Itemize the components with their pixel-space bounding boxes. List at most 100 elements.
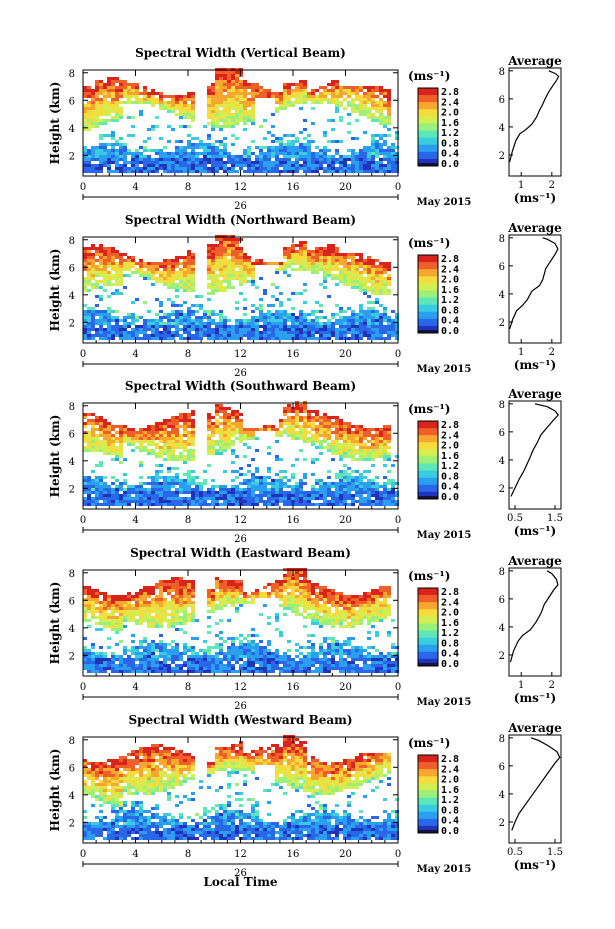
heatmap-cell (123, 664, 127, 667)
heatmap-cell (367, 485, 371, 488)
heatmap-cell (115, 425, 119, 428)
heatmap-cell (287, 95, 291, 98)
heatmap-cell (283, 476, 287, 479)
heatmap-cell (95, 434, 99, 437)
heatmap-cell (379, 283, 383, 286)
heatmap-cell (171, 443, 175, 446)
heatmap-cell (127, 613, 131, 616)
heatmap-cell (379, 274, 383, 277)
heatmap-cell (211, 446, 215, 449)
heatmap-cell (219, 77, 223, 80)
heatmap-cell (351, 328, 355, 331)
heatmap-cell (131, 661, 135, 664)
heatmap-cell (159, 491, 163, 494)
heatmap-cell (275, 298, 279, 301)
heatmap-cell (363, 500, 367, 503)
heatmap-cell (363, 131, 367, 134)
heatmap-cell (115, 262, 119, 265)
heatmap-cell (239, 494, 243, 497)
heatmap-cell (183, 319, 187, 322)
heatmap-cell (83, 586, 87, 589)
average-y-label: 2 (499, 151, 505, 162)
heatmap-cell (147, 262, 151, 265)
heatmap-cell (199, 337, 203, 340)
heatmap-cell (211, 494, 215, 497)
heatmap-cell (387, 274, 391, 277)
heatmap-cell (227, 104, 231, 107)
heatmap-cell (111, 610, 115, 613)
heatmap-cell (127, 428, 131, 431)
heatmap-cell (195, 325, 199, 328)
heatmap-cell (115, 161, 119, 164)
heatmap-cell (107, 613, 111, 616)
heatmap-cell (199, 325, 203, 328)
heatmap-cell (383, 425, 387, 428)
heatmap-cell (119, 268, 123, 271)
heatmap-cell (135, 331, 139, 334)
heatmap-cell (107, 334, 111, 337)
heatmap-cell (243, 110, 247, 113)
heatmap-cell (211, 497, 215, 500)
heatmap-cell (191, 319, 195, 322)
heatmap-cell (295, 83, 299, 86)
heatmap-cell (143, 497, 147, 500)
heatmap-cell (95, 95, 99, 98)
heatmap-cell (115, 98, 119, 101)
heatmap-cell (227, 110, 231, 113)
heatmap-cell (335, 419, 339, 422)
heatmap-cell (87, 167, 91, 170)
heatmap-cell (163, 446, 167, 449)
y-axis-label: Height (km) (48, 415, 62, 498)
heatmap-cell (127, 491, 131, 494)
heatmap-cell (275, 155, 279, 158)
heatmap-cell (119, 452, 123, 455)
x-tick-label: 12 (234, 515, 247, 526)
heatmap-cell (263, 158, 267, 161)
heatmap-cell (95, 331, 99, 334)
heatmap-cell (279, 431, 283, 434)
heatmap-cell (307, 146, 311, 149)
heatmap-cell (271, 152, 275, 155)
heatmap-cell (191, 337, 195, 340)
heatmap-cell (139, 170, 143, 173)
heatmap-cell (119, 158, 123, 161)
heatmap-cell (115, 104, 119, 107)
heatmap-cell (171, 482, 175, 485)
heatmap-cell (279, 500, 283, 503)
heatmap-cell (203, 143, 207, 146)
date-label: 26 (234, 201, 247, 212)
heatmap-cell (171, 259, 175, 262)
heatmap-cell (307, 268, 311, 271)
heatmap-cell (151, 125, 155, 128)
heatmap-cell (223, 122, 227, 125)
heatmap-cell (207, 170, 211, 173)
heatmap-cell (371, 265, 375, 268)
heatmap-cell (111, 274, 115, 277)
heatmap-cell (207, 491, 211, 494)
heatmap-cell (287, 485, 291, 488)
heatmap-cell (159, 155, 163, 158)
heatmap-cell (111, 667, 115, 670)
heatmap-cell (319, 431, 323, 434)
heatmap-cell (135, 95, 139, 98)
heatmap-cell (275, 140, 279, 143)
heatmap-cell (375, 143, 379, 146)
heatmap-cell (355, 334, 359, 337)
heatmap-cell (151, 658, 155, 661)
heatmap-cell (355, 280, 359, 283)
heatmap-cell (343, 479, 347, 482)
heatmap-cell (83, 425, 87, 428)
heatmap-cell (147, 431, 151, 434)
heatmap-cell (151, 92, 155, 95)
heatmap-cell (323, 331, 327, 334)
heatmap-cell (351, 158, 355, 161)
heatmap-cell (287, 274, 291, 277)
heatmap-cell (311, 92, 315, 95)
heatmap-cell (315, 491, 319, 494)
heatmap-cell (95, 80, 99, 83)
heatmap-cell (375, 277, 379, 280)
heatmap-cell (191, 277, 195, 280)
colorbar-segment (418, 276, 438, 284)
heatmap-cell (95, 247, 99, 250)
heatmap-cell (123, 491, 127, 494)
